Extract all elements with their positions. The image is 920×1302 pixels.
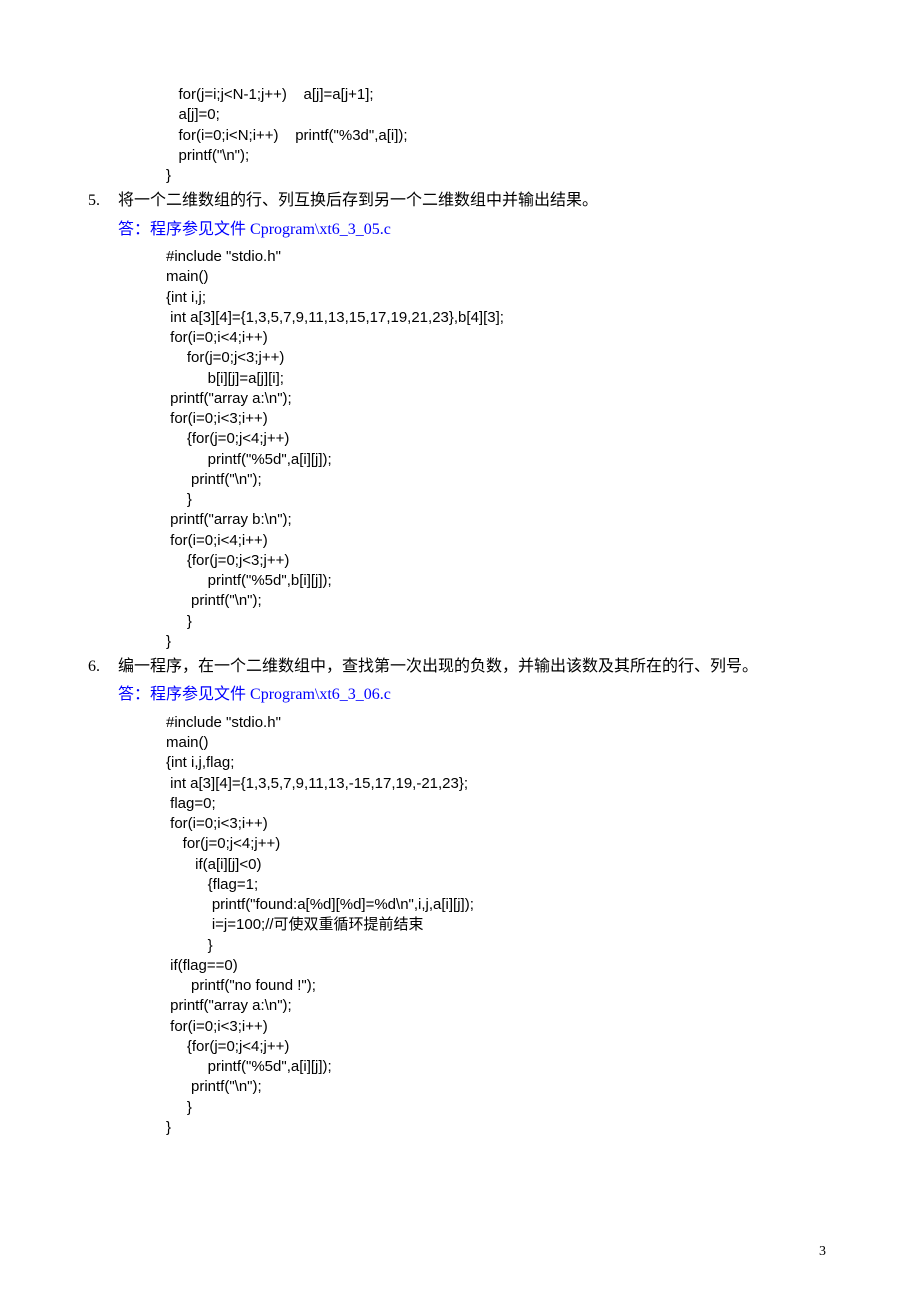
question-text: 编一程序，在一个二维数组中，查找第一次出现的负数，并输出该数及其所在的行、列号。 [118,656,832,678]
answer-5: 答：程序参见文件 Cprogram\xt6_3_05.c [118,219,832,241]
question-index: 6. [88,656,118,678]
answer-file-path: Cprogram\xt6_3_05.c [250,221,391,238]
document-page: for(j=i;j<N-1;j++) a[j]=a[j+1]; a[j]=0; … [0,0,920,1302]
answer-label: 答：程序参见文件 [118,221,250,238]
code-block-6: #include "stdio.h" main() {int i,j,flag;… [166,713,832,1138]
question-5: 5. 将一个二维数组的行、列互换后存到另一个二维数组中并输出结果。 [88,190,832,212]
page-number: 3 [819,1242,826,1262]
code-block-5: #include "stdio.h" main() {int i,j; int … [166,247,832,652]
answer-label: 答：程序参见文件 [118,686,250,703]
code-fragment-prev: for(j=i;j<N-1;j++) a[j]=a[j+1]; a[j]=0; … [166,85,832,186]
question-index: 5. [88,190,118,212]
answer-6: 答：程序参见文件 Cprogram\xt6_3_06.c [118,684,832,706]
answer-file-path: Cprogram\xt6_3_06.c [250,686,391,703]
question-6: 6. 编一程序，在一个二维数组中，查找第一次出现的负数，并输出该数及其所在的行、… [88,656,832,678]
question-text: 将一个二维数组的行、列互换后存到另一个二维数组中并输出结果。 [118,190,832,212]
